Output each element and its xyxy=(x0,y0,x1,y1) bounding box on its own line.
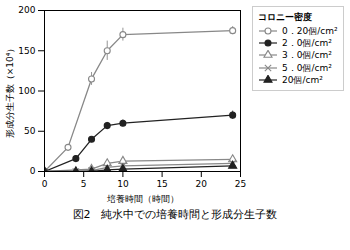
svg-text:200: 200 xyxy=(18,5,35,15)
svg-text:150: 150 xyxy=(18,46,35,56)
svg-text:15: 15 xyxy=(156,179,167,189)
svg-text:5: 5 xyxy=(81,179,87,189)
svg-text:20: 20 xyxy=(196,179,208,189)
html-text:3．0個/cm²: 3．0個/cm² xyxy=(282,50,332,61)
html-text:図2 純水中での培養時間と形成分生子数: 図2 純水中での培養時間と形成分生子数 xyxy=(72,208,278,221)
svg-text:形成分生子数（×10⁴）: 形成分生子数（×10⁴） xyxy=(5,44,15,139)
svg-text:100: 100 xyxy=(18,86,35,96)
html-text:0．20個/cm²: 0．20個/cm² xyxy=(282,26,338,37)
svg-text:0: 0 xyxy=(42,179,48,189)
html-text:5．0個/cm²: 5．0個/cm² xyxy=(282,62,332,73)
html-text:20個/cm²: 20個/cm² xyxy=(282,74,323,85)
svg-text:培養時間（時間）: 培養時間（時間） xyxy=(106,194,179,204)
html-text:2．0個/cm²: 2．0個/cm² xyxy=(282,38,332,49)
svg-text:10: 10 xyxy=(117,179,129,189)
html-text:コロニー密度: コロニー密度 xyxy=(258,12,312,22)
svg-text:25: 25 xyxy=(235,179,246,189)
svg-text:50: 50 xyxy=(24,126,36,136)
svg-text:0: 0 xyxy=(30,166,36,176)
